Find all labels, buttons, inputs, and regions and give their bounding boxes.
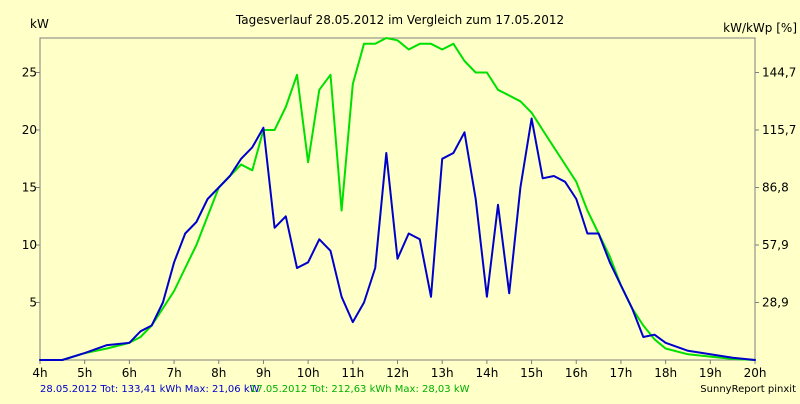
series-layer [39,37,756,361]
x-tick-label: 14h [475,366,498,380]
x-tick-label: 5h [77,366,92,380]
x-tick-label: 20h [744,366,767,380]
x-tick-label: 13h [431,366,454,380]
y-tick-label-right: 86,8 [762,181,789,195]
y-tick-label-left: 15 [22,181,37,195]
x-tick-label: 10h [297,366,320,380]
x-tick-label: 8h [211,366,226,380]
x-tick-label: 17h [610,366,633,380]
y-axis-right-label: kW/kWp [%] [723,21,797,35]
x-tick-label: 16h [565,366,588,380]
x-tick-label: 4h [32,366,47,380]
y-tick-label-left: 5 [29,296,37,310]
credit-text: SunnyReport pinxit [700,384,796,395]
y-tick-label-left: 10 [22,238,37,252]
y-tick-label-left: 20 [22,123,37,137]
x-tick-label: 18h [654,366,677,380]
y-tick-label-right: 28,9 [762,296,789,310]
axes-layer: 4h 5h 6h 7h 8h 9h 10h 11h 12h 13h 14h 15h 16h 17h 18h 1… [22,66,797,381]
x-tick-label: 9h [256,366,271,380]
y-axis-left-label: kW [30,17,49,31]
series-line-17-05-2012 [39,37,756,361]
legend-entry-17-05-2012: 17.05.2012 Tot: 212,63 kWh Max: 28,03 kW [250,384,470,395]
x-tick-label: 11h [341,366,364,380]
y-tick-label-left: 25 [22,66,37,80]
x-tick-label: 12h [386,366,409,380]
series-line-28-05-2012 [39,117,756,361]
x-tick-label: 6h [122,366,137,380]
x-tick-label: 19h [699,366,722,380]
y-tick-label-right: 57,9 [762,238,789,252]
x-tick-label: 7h [166,366,181,380]
chart-title: Tagesverlauf 28.05.2012 im Vergleich zum… [235,13,564,27]
x-tick-label: 15h [520,366,543,380]
legend-entry-28-05-2012: 28.05.2012 Tot: 133,41 kWh Max: 21,06 kW [40,384,260,395]
y-tick-label-right: 144,7 [762,66,796,80]
y-tick-label-right: 115,7 [762,123,796,137]
